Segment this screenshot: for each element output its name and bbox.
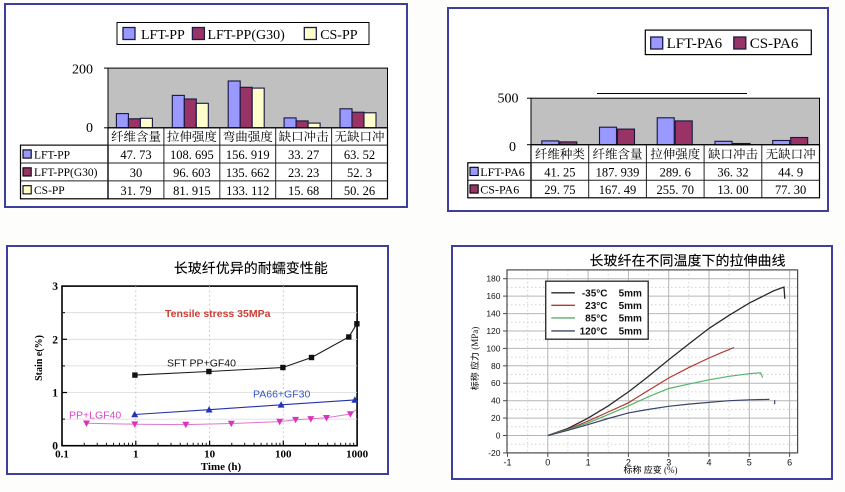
svg-text:85°C: 85°C [585, 313, 607, 324]
svg-text:52. 3: 52. 3 [347, 166, 372, 180]
svg-text:PP+LGF40: PP+LGF40 [69, 410, 121, 422]
svg-text:33. 27: 33. 27 [288, 148, 319, 162]
svg-text:200: 200 [72, 63, 93, 78]
svg-text:1: 1 [586, 457, 591, 467]
svg-text:255. 70: 255. 70 [657, 183, 695, 197]
svg-text:120: 120 [486, 326, 500, 336]
svg-text:标称 应变 (%): 标称 应变 (%) [624, 463, 678, 476]
svg-text:4: 4 [706, 457, 711, 467]
svg-text:无缺口冲: 无缺口冲 [766, 148, 816, 162]
svg-text:6: 6 [787, 457, 792, 467]
svg-text:1: 1 [52, 388, 58, 400]
svg-text:180: 180 [486, 274, 500, 284]
svg-text:20: 20 [491, 413, 501, 423]
svg-text:LFT-PP(G30): LFT-PP(G30) [34, 167, 98, 179]
svg-text:100: 100 [275, 449, 292, 461]
svg-text:500: 500 [498, 92, 519, 107]
svg-text:Tensile stress 35MPa: Tensile stress 35MPa [165, 308, 271, 320]
svg-text:CS-PP: CS-PP [320, 28, 358, 43]
svg-text:5: 5 [747, 457, 752, 467]
svg-text:LFT-PP(G30): LFT-PP(G30) [208, 28, 286, 43]
svg-text:长玻纤优异的耐蠕变性能: 长玻纤优异的耐蠕变性能 [174, 258, 328, 278]
svg-text:0.1: 0.1 [55, 449, 69, 461]
svg-text:拉伸强度: 拉伸强度 [167, 130, 218, 144]
svg-text:标称 应力 (MPa): 标称 应力 (MPa) [468, 327, 481, 391]
svg-text:50. 26: 50. 26 [344, 184, 375, 198]
svg-text:LFT-PP: LFT-PP [34, 149, 70, 161]
svg-text:77. 30: 77. 30 [775, 183, 806, 197]
svg-text:拉伸强度: 拉伸强度 [650, 148, 701, 162]
svg-text:LFT-PA6: LFT-PA6 [480, 165, 524, 179]
svg-text:-20: -20 [488, 448, 501, 458]
svg-text:120°C: 120°C [580, 326, 608, 337]
svg-text:187. 939: 187. 939 [596, 166, 640, 180]
svg-text:10: 10 [204, 449, 216, 461]
svg-text:30: 30 [130, 166, 143, 180]
svg-text:156. 919: 156. 919 [226, 148, 270, 162]
svg-text:167. 49: 167. 49 [599, 183, 637, 197]
svg-text:CS-PA6: CS-PA6 [480, 182, 519, 196]
svg-text:CS-PA6: CS-PA6 [750, 36, 799, 52]
svg-text:纤维含量: 纤维含量 [111, 130, 161, 144]
svg-text:缺口冲击: 缺口冲击 [708, 148, 759, 162]
svg-text:纤维含量: 纤维含量 [593, 148, 643, 162]
svg-text:长玻纤在不同温度下的拉伸曲线: 长玻纤在不同温度下的拉伸曲线 [590, 251, 786, 271]
svg-text:160: 160 [486, 291, 500, 301]
svg-text:41. 25: 41. 25 [544, 166, 575, 180]
svg-text:1000: 1000 [346, 449, 369, 461]
svg-text:2: 2 [52, 334, 58, 346]
svg-text:SFT PP+GF40: SFT PP+GF40 [167, 358, 236, 370]
svg-text:81. 915: 81. 915 [173, 184, 211, 198]
svg-text:80: 80 [491, 361, 501, 371]
svg-text:5mm: 5mm [619, 313, 642, 324]
svg-text:0: 0 [545, 457, 550, 467]
svg-text:13. 00: 13. 00 [717, 183, 748, 197]
svg-text:PA66+GF30: PA66+GF30 [253, 389, 310, 401]
svg-text:23. 23: 23. 23 [288, 166, 319, 180]
svg-text:29. 75: 29. 75 [544, 183, 575, 197]
svg-text:47. 73: 47. 73 [120, 148, 151, 162]
svg-text:140: 140 [486, 309, 500, 319]
svg-text:60: 60 [491, 378, 501, 388]
svg-text:0: 0 [52, 441, 58, 453]
svg-text:289. 6: 289. 6 [660, 166, 691, 180]
svg-text:44. 9: 44. 9 [778, 166, 803, 180]
svg-text:40: 40 [491, 396, 501, 406]
svg-text:LFT-PA6: LFT-PA6 [667, 36, 723, 52]
svg-text:2: 2 [626, 457, 631, 467]
svg-text:23°C: 23°C [585, 301, 607, 312]
svg-text:100: 100 [486, 343, 500, 353]
svg-text:Stain e(%): Stain e(%) [34, 335, 45, 381]
svg-text:CS-PP: CS-PP [34, 185, 65, 197]
svg-text:LFT-PP: LFT-PP [141, 28, 185, 43]
svg-text:缺口冲击: 缺口冲击 [279, 130, 330, 144]
svg-text:-1: -1 [503, 457, 511, 467]
svg-text:96. 603: 96. 603 [173, 166, 211, 180]
svg-text:15. 68: 15. 68 [288, 184, 319, 198]
svg-text:135. 662: 135. 662 [226, 166, 270, 180]
svg-text:5mm: 5mm [619, 326, 642, 337]
svg-text:36. 32: 36. 32 [717, 166, 748, 180]
svg-text:纤维种类: 纤维种类 [535, 148, 586, 162]
svg-text:63. 52: 63. 52 [344, 148, 375, 162]
svg-text:133. 112: 133. 112 [226, 184, 269, 198]
svg-text:0: 0 [86, 121, 93, 136]
svg-text:弯曲强度: 弯曲强度 [223, 130, 274, 144]
svg-text:0: 0 [496, 431, 501, 441]
svg-text:5mm: 5mm [619, 301, 642, 312]
svg-text:31. 79: 31. 79 [120, 184, 151, 198]
svg-text:Time (h): Time (h) [201, 461, 242, 473]
svg-text:无缺口冲: 无缺口冲 [335, 130, 385, 144]
svg-text:108. 695: 108. 695 [170, 148, 214, 162]
svg-text:3: 3 [52, 281, 58, 293]
svg-text:5mm: 5mm [619, 288, 642, 299]
svg-text:0: 0 [509, 140, 516, 155]
svg-text:3: 3 [666, 457, 671, 467]
svg-text:1: 1 [133, 449, 139, 461]
svg-text:-35°C: -35°C [582, 288, 608, 299]
